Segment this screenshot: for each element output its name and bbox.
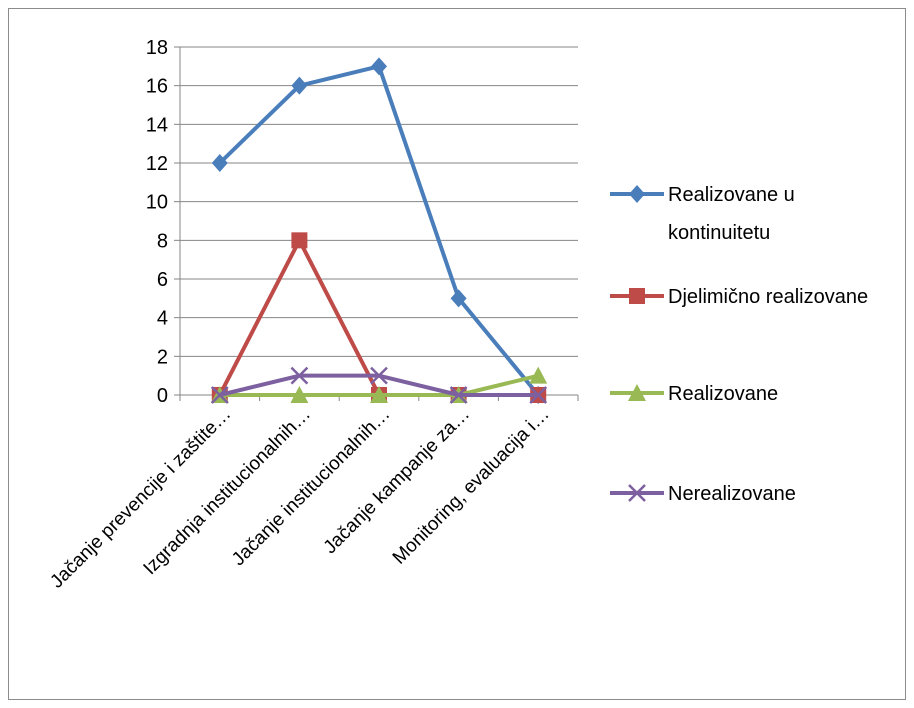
gridlines xyxy=(180,46,578,357)
x-tick-label: Jačanje kampanje za… xyxy=(320,404,475,559)
legend-entry: Realizovane u kontinuitetu xyxy=(610,184,795,244)
legend-marker xyxy=(629,185,645,203)
legend: Realizovane u kontinuitetu Djelimično real… xyxy=(610,184,868,505)
legend-label: Djelimično realizovane xyxy=(668,286,868,308)
data-point xyxy=(371,57,387,76)
data-point xyxy=(370,386,388,403)
legend-entry: Realizovane xyxy=(610,383,778,405)
data-point xyxy=(211,154,228,172)
y-tick-label: 16 xyxy=(146,76,168,98)
chart-frame xyxy=(8,8,906,700)
y-tick-label: 4 xyxy=(157,308,168,330)
legend-label: Realizovane xyxy=(668,383,778,405)
data-point xyxy=(529,386,548,404)
data-point xyxy=(450,289,467,308)
axes xyxy=(174,46,579,401)
legend-marker xyxy=(628,484,646,502)
series-lines xyxy=(210,57,548,404)
data-point xyxy=(210,386,229,404)
y-tick-label: 14 xyxy=(146,114,168,136)
data-point xyxy=(291,232,308,249)
y-tick-label: 8 xyxy=(157,230,168,252)
series-0 xyxy=(211,57,547,404)
legend-marker xyxy=(629,288,645,304)
x-tick-label: Izgradnja institucionalnih… xyxy=(140,404,315,579)
data-point xyxy=(290,386,309,403)
legend-label: kontinuitetu xyxy=(668,222,770,244)
x-tick-label: Jačanje institucionalnih… xyxy=(228,404,394,570)
data-point xyxy=(449,386,468,404)
data-point xyxy=(529,366,548,384)
legend-marker xyxy=(628,384,646,401)
y-tick-label: 6 xyxy=(157,269,168,291)
legend-entry: Djelimično realizovane xyxy=(610,286,868,308)
x-tick-label: Monitoring, evaluacija i… xyxy=(389,404,554,569)
series-3 xyxy=(210,366,548,404)
y-tick-label: 0 xyxy=(157,385,168,407)
data-point xyxy=(291,76,308,95)
x-tick-labels: Jačanje prevencije i zaštite…Izgradnja i… xyxy=(46,404,553,593)
data-point xyxy=(370,366,388,385)
legend-entry: Nerealizovane xyxy=(610,483,796,505)
y-tick-label: 12 xyxy=(146,153,168,175)
y-tick-label: 18 xyxy=(146,37,168,59)
series-line xyxy=(218,64,540,397)
y-tick-label: 10 xyxy=(146,192,168,214)
y-tick-label: 2 xyxy=(157,346,168,368)
y-tick-labels: 0 2 4 6 8 10 12 14 16 18 xyxy=(146,37,168,407)
legend-label: Nerealizovane xyxy=(668,483,796,505)
legend-label: Realizovane u xyxy=(668,184,795,206)
data-point xyxy=(290,366,309,385)
